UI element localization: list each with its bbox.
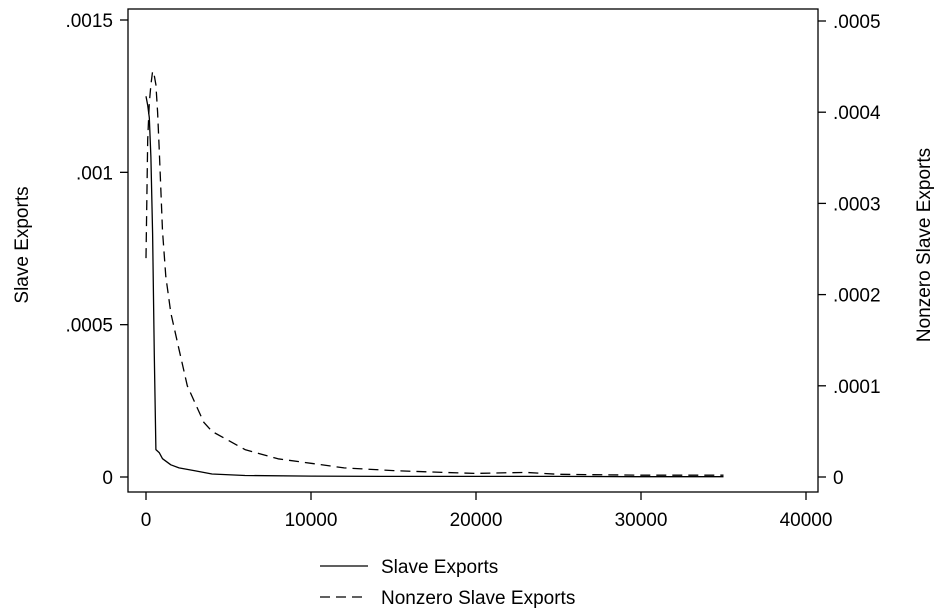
- y-right-tick-label-5: .0005: [833, 12, 881, 33]
- series-line-slave-exports: [145, 96, 724, 478]
- y-left-tick-label-0: 0: [102, 468, 113, 489]
- x-tick-label-1: 10000: [285, 510, 338, 531]
- x-axis: 0 10000 20000 30000 40000: [141, 492, 833, 531]
- y-axis-left: 0 .0005 .001 .0015: [65, 11, 128, 489]
- y-axis-right-title: Nonzero Slave Exports: [914, 148, 935, 342]
- x-tick-label-3: 30000: [615, 510, 668, 531]
- x-tick-label-0: 0: [141, 510, 152, 531]
- y-right-tick-label-4: .0004: [833, 103, 881, 124]
- series-line-nonzero-slave-exports: [145, 70, 724, 476]
- legend: Slave Exports Nonzero Slave Exports: [320, 557, 575, 609]
- y-right-tick-label-0: 0: [833, 468, 844, 489]
- legend-label-slave-exports: Slave Exports: [381, 557, 498, 578]
- y-left-tick-label-2: .001: [76, 163, 113, 184]
- y-right-tick-label-1: .0001: [833, 377, 881, 398]
- x-tick-label-4: 40000: [780, 510, 833, 531]
- y-right-tick-label-2: .0002: [833, 286, 881, 307]
- y-left-tick-label-1: .0005: [65, 316, 113, 337]
- y-left-tick-label-3: .0015: [65, 11, 113, 32]
- y-axis-left-title: Slave Exports: [12, 186, 33, 303]
- y-axis-right: 0 .0001 .0002 .0003 .0004 .0005: [818, 12, 881, 489]
- x-tick-label-2: 20000: [450, 510, 503, 531]
- plot-frame: [127, 8, 819, 493]
- y-right-tick-label-3: .0003: [833, 194, 881, 215]
- legend-label-nonzero-slave-exports: Nonzero Slave Exports: [381, 588, 575, 609]
- series-layer: [145, 70, 724, 478]
